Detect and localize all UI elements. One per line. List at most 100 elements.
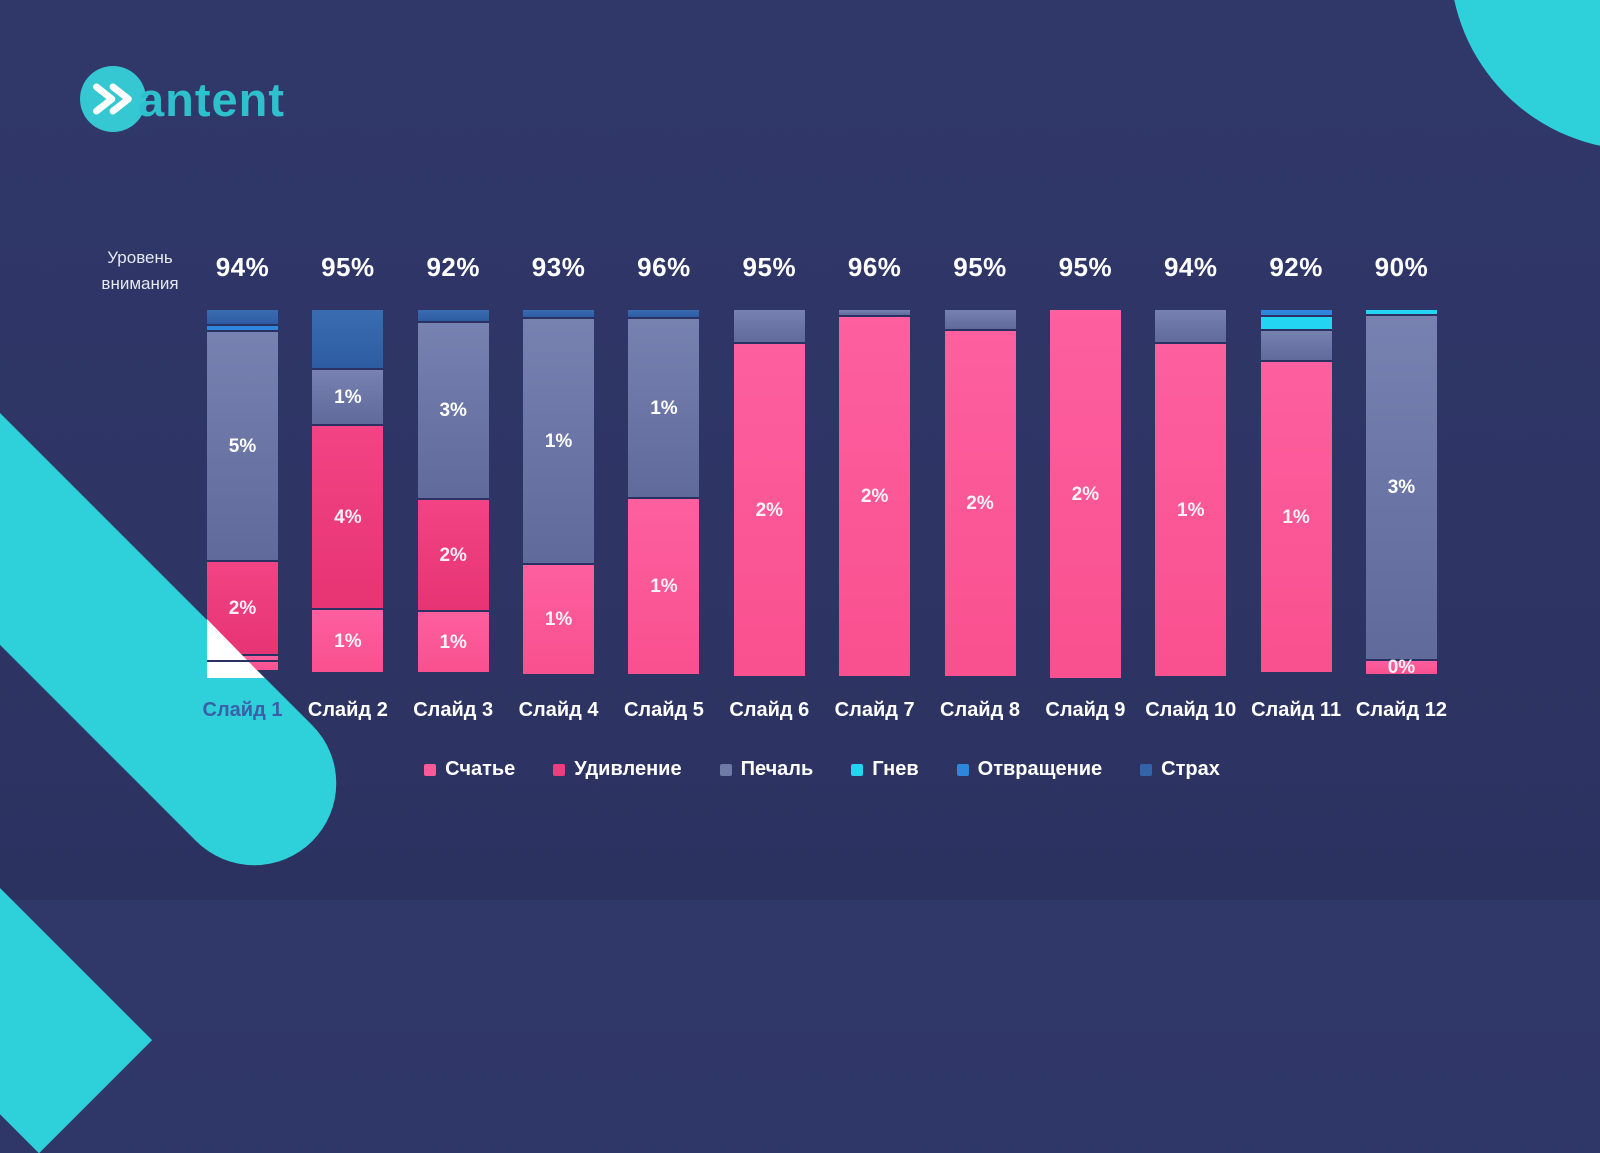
segment-value-label: 1% xyxy=(544,430,573,452)
stacked-bar: 3% 0% xyxy=(1365,310,1437,678)
segment-value-label: 1% xyxy=(650,397,678,419)
bar-segment-happiness: 1% xyxy=(1155,342,1227,676)
slide-label: Слайд 10 xyxy=(1145,699,1237,721)
attention-value: 96% xyxy=(847,252,902,282)
stacked-bar-chart: 94% 5% 2% Слайд 1 95% 1% 4% 1% Слайд 2 92% 3% 2% 1% С… xyxy=(203,252,1447,721)
legend-item: Удивление xyxy=(553,758,682,781)
bar-segment-fear xyxy=(523,310,595,317)
bar-column: 94% 5% 2% Слайд 1 xyxy=(203,252,283,721)
legend-label: Отвращение xyxy=(977,758,1103,780)
stacked-bar: 1% 1% xyxy=(628,310,700,678)
attention-value: 95% xyxy=(953,252,1007,282)
attention-axis-label-line1: Уровень xyxy=(107,248,173,267)
segment-value-label: 1% xyxy=(544,609,573,630)
segment-value-label: 2% xyxy=(228,597,257,619)
bar-segment-surprise: 2% xyxy=(207,560,278,654)
bar-segment-fear xyxy=(312,310,384,368)
attention-value: 94% xyxy=(215,252,270,282)
teal-corner-sliver xyxy=(0,828,153,1153)
legend-item: Страх xyxy=(1140,758,1220,781)
legend-swatch-disgust xyxy=(956,763,969,776)
bar-segment-anger xyxy=(1260,315,1332,329)
bar-segment-disgust xyxy=(207,324,278,330)
segment-value-label: 5% xyxy=(228,435,257,457)
bar-segment-surprise: 4% xyxy=(312,424,384,608)
segment-value-label: 0% xyxy=(1387,657,1416,678)
bar-column: 96% 1% 1% Слайд 5 xyxy=(624,252,704,721)
legend-item: Отвращение xyxy=(956,758,1103,781)
legend-swatch-sadness xyxy=(719,763,732,776)
segment-value-label: 2% xyxy=(860,486,889,507)
attention-axis-label-line2: внимания xyxy=(101,274,179,294)
legend-swatch-anger xyxy=(851,763,864,776)
logo-mark-icon xyxy=(80,66,146,132)
attention-value: 95% xyxy=(321,252,375,282)
segment-value-label: 1% xyxy=(334,386,362,408)
legend-label: Счатье xyxy=(445,758,516,780)
bar-segment-happiness: 1% xyxy=(417,610,489,672)
stacked-bar: 3% 2% 1% xyxy=(417,310,489,678)
bar-segment-disgust xyxy=(1260,310,1332,315)
stacked-bar: 5% 2% xyxy=(207,310,278,678)
stacked-bar: 1% xyxy=(1260,310,1332,678)
bar-segment-happiness: 2% xyxy=(1049,310,1121,678)
bar-segment-happiness: 2% xyxy=(733,342,805,676)
bar-segment-happiness: 0% xyxy=(1365,657,1437,678)
legend-swatch-surprise xyxy=(553,763,566,776)
stacked-bar: 2% xyxy=(733,310,805,678)
stacked-bar: 2% xyxy=(944,310,1016,678)
segment-value-label: 2% xyxy=(1071,483,1100,505)
bar-column: 93% 1% 1% Слайд 4 xyxy=(519,252,599,721)
attention-value: 90% xyxy=(1374,252,1429,282)
bar-segment-surprise: 2% xyxy=(417,498,489,610)
bar-column: 90% 3% 0% Слайд 12 xyxy=(1356,252,1447,721)
bar-segment-anger xyxy=(1365,310,1437,314)
slide-label: Слайд 1 xyxy=(202,699,283,721)
legend-label: Гнев xyxy=(872,758,919,780)
attention-value: 95% xyxy=(742,252,797,282)
bar-column: 95% 1% 4% 1% Слайд 2 xyxy=(308,252,388,721)
bar-segment-fear xyxy=(417,310,489,321)
bar-column: 94% 1% Слайд 10 xyxy=(1145,252,1236,721)
attention-axis-label: Уровень внимания xyxy=(90,245,190,298)
bar-segment-fear xyxy=(207,310,278,324)
attention-value: 94% xyxy=(1163,252,1218,282)
stacked-bar: 1% xyxy=(1155,310,1227,678)
slide-label: Слайд 2 xyxy=(307,699,388,721)
attention-value: 92% xyxy=(1269,252,1323,282)
bar-segment-sadness xyxy=(944,310,1016,329)
bar-segment-happiness: 1% xyxy=(1260,360,1332,672)
segment-value-label: 3% xyxy=(1387,477,1416,498)
bar-column: 92% 3% 2% 1% Слайд 3 xyxy=(413,252,493,721)
bar-segment-sadness xyxy=(839,310,911,315)
teal-corner-shape xyxy=(1450,0,1600,150)
attention-value: 92% xyxy=(426,252,480,282)
slide-label: Слайд 11 xyxy=(1251,699,1342,721)
bar-segment-fear xyxy=(628,310,700,317)
slide-label: Слайд 4 xyxy=(518,699,599,721)
bar-segment-sadness: 5% xyxy=(207,330,278,560)
legend-label: Удивление xyxy=(574,758,682,780)
attention-value: 95% xyxy=(1058,252,1113,282)
bar-segment-sadness xyxy=(1260,329,1332,360)
segment-value-label: 1% xyxy=(439,631,467,653)
segment-value-label: 1% xyxy=(650,576,678,597)
bar-segment-sadness: 1% xyxy=(628,317,700,497)
bar-column: 92% 1% Слайд 11 xyxy=(1251,252,1341,721)
bar-segment-sadness: 3% xyxy=(1365,314,1437,659)
attention-value: 93% xyxy=(531,252,586,282)
legend-item: Гнев xyxy=(851,758,919,781)
stacked-bar: 1% 1% xyxy=(523,310,595,678)
double-chevron-icon xyxy=(93,83,132,115)
segment-value-label: 2% xyxy=(755,499,784,521)
attention-value: 96% xyxy=(637,252,691,282)
legend-item: Печаль xyxy=(719,758,813,781)
slide-label: Слайд 12 xyxy=(1355,699,1447,721)
slide-label: Слайд 7 xyxy=(834,699,915,721)
bar-segment-happiness: 2% xyxy=(944,329,1016,676)
bar-column: 96% 2% Слайд 7 xyxy=(835,252,915,721)
legend-swatch-happiness xyxy=(424,763,437,776)
slide-label: Слайд 9 xyxy=(1045,699,1126,721)
slide-label: Слайд 5 xyxy=(623,699,704,721)
stacked-bar: 2% xyxy=(1049,310,1121,678)
